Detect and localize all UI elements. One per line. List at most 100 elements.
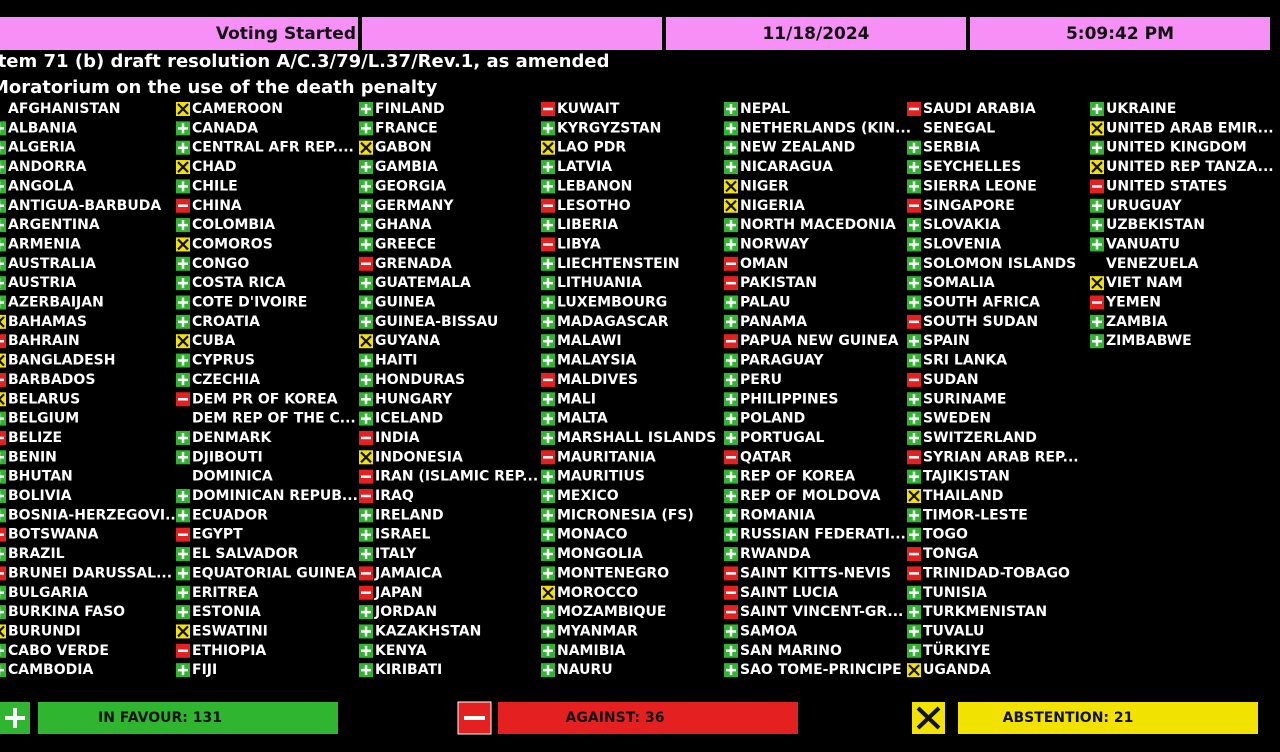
vote-yes-glyph bbox=[178, 374, 188, 385]
country-row: BRUNEI DARUSSAL... bbox=[0, 565, 172, 581]
country-row: SENEGAL bbox=[923, 120, 995, 136]
country-row: PALAU bbox=[724, 295, 791, 311]
country-row: VENEZUELA bbox=[1106, 256, 1199, 272]
country-name: AFGHANISTAN bbox=[8, 101, 120, 117]
country-row: TURKMENISTAN bbox=[907, 604, 1047, 620]
country-row: BHUTAN bbox=[0, 469, 73, 485]
country-name: BRUNEI DARUSSAL... bbox=[8, 565, 172, 581]
country-row: MALTA bbox=[541, 411, 608, 427]
vote-abstain-glyph bbox=[542, 586, 554, 599]
country-name: TÜRKIYE bbox=[923, 641, 990, 659]
country-row: SLOVENIA bbox=[907, 236, 1001, 252]
country-row: SOMALIA bbox=[907, 275, 995, 291]
country-row: SINGAPORE bbox=[907, 198, 1015, 214]
country-row: DEM REP OF THE C... bbox=[192, 411, 356, 427]
country-name: SEYCHELLES bbox=[923, 159, 1021, 175]
vote-yes-glyph bbox=[726, 142, 736, 153]
vote-yes-glyph bbox=[726, 665, 736, 676]
country-row: COLOMBIA bbox=[176, 217, 275, 233]
country-name: PALAU bbox=[740, 295, 791, 311]
vote-abstain-icon bbox=[0, 353, 6, 368]
vote-yes-glyph bbox=[543, 568, 553, 579]
vote-yes-glyph bbox=[543, 394, 553, 405]
vote-yes-glyph bbox=[726, 549, 736, 560]
country-row: CUBA bbox=[176, 333, 235, 349]
country-name: VIET NAM bbox=[1106, 275, 1183, 291]
country-name: UNITED KINGDOM bbox=[1106, 140, 1247, 156]
vote-yes-glyph bbox=[909, 258, 919, 269]
country-row: GAMBIA bbox=[359, 159, 438, 175]
vote-yes-glyph bbox=[178, 123, 188, 134]
country-row: ALGERIA bbox=[0, 140, 76, 156]
country-row: BAHAMAS bbox=[0, 314, 87, 330]
country-name: ARMENIA bbox=[8, 236, 81, 252]
vote-yes-glyph bbox=[178, 355, 188, 366]
vote-yes-glyph bbox=[0, 200, 4, 211]
vote-yes-glyph bbox=[726, 432, 736, 443]
country-name: DOMINICA bbox=[192, 469, 273, 485]
vote-yes-glyph bbox=[543, 355, 553, 366]
country-row: ZAMBIA bbox=[1090, 314, 1168, 330]
country-row: CABO VERDE bbox=[0, 643, 109, 659]
vote-yes-glyph bbox=[178, 549, 188, 560]
country-row: LUXEMBOURG bbox=[541, 295, 667, 311]
vote-yes-glyph bbox=[909, 413, 919, 424]
country-name: TONGA bbox=[923, 546, 979, 562]
country-row: BRAZIL bbox=[0, 546, 65, 562]
country-name: PAKISTAN bbox=[740, 275, 817, 291]
country-row: UGANDA bbox=[907, 662, 991, 678]
country-row: IRELAND bbox=[359, 507, 444, 523]
country-name: RUSSIAN FEDERATI... bbox=[740, 527, 906, 543]
vote-abstain-glyph bbox=[0, 316, 5, 328]
vote-yes-glyph bbox=[178, 587, 188, 598]
country-row: SAN MARINO bbox=[724, 643, 842, 659]
country-row: UNITED REP TANZA... bbox=[1090, 159, 1274, 175]
country-name: MICRONESIA (FS) bbox=[557, 507, 694, 523]
vote-yes-glyph bbox=[0, 239, 4, 250]
country-row: BELARUS bbox=[0, 391, 80, 407]
country-name: COMOROS bbox=[192, 236, 273, 252]
country-row: SWITZERLAND bbox=[907, 430, 1037, 446]
country-row: ARGENTINA bbox=[0, 217, 100, 233]
country-name: ANTIGUA-BARBUDA bbox=[8, 198, 161, 214]
country-name: UNITED STATES bbox=[1106, 178, 1227, 194]
vote-yes-glyph bbox=[543, 220, 553, 231]
country-row: PARAGUAY bbox=[724, 353, 824, 369]
country-name: KUWAIT bbox=[557, 101, 620, 117]
country-name: THAILAND bbox=[923, 488, 1003, 504]
country-name: SAMOA bbox=[740, 623, 797, 639]
country-name: VANUATU bbox=[1106, 236, 1180, 252]
country-name: KAZAKHSTAN bbox=[375, 623, 481, 639]
country-name: DEM REP OF THE C... bbox=[192, 411, 356, 427]
country-name: AZERBAIJAN bbox=[8, 295, 104, 311]
country-name: LUXEMBOURG bbox=[557, 295, 667, 311]
country-row: SRI LANKA bbox=[907, 353, 1007, 369]
country-name: SOLOMON ISLANDS bbox=[923, 256, 1076, 272]
country-row: GREECE bbox=[359, 236, 436, 252]
vote-yes-glyph bbox=[726, 355, 736, 366]
vote-yes-glyph bbox=[0, 258, 4, 269]
country-row: BOTSWANA bbox=[0, 527, 99, 543]
country-name: MEXICO bbox=[557, 488, 619, 504]
country-row: MARSHALL ISLANDS bbox=[541, 430, 716, 446]
favour-bar bbox=[38, 702, 338, 734]
country-row: MALAYSIA bbox=[541, 353, 637, 369]
country-row: EGYPT bbox=[176, 527, 243, 543]
country-name: SURINAME bbox=[923, 391, 1007, 407]
country-row: BOSNIA-HERZEGOVI... bbox=[0, 507, 181, 523]
vote-yes-glyph bbox=[543, 529, 553, 540]
country-row: JORDAN bbox=[359, 604, 437, 620]
country-row: PHILIPPINES bbox=[724, 391, 838, 407]
country-name: IRELAND bbox=[375, 507, 444, 523]
country-row: PAKISTAN bbox=[724, 275, 817, 291]
country-name: SYRIAN ARAB REP... bbox=[923, 449, 1079, 465]
vote-yes-glyph bbox=[909, 626, 919, 637]
vote-yes-glyph bbox=[0, 452, 4, 463]
country-name: GUATEMALA bbox=[375, 275, 471, 291]
country-row: COTE D'IVOIRE bbox=[176, 295, 307, 311]
country-row: BELIZE bbox=[0, 430, 62, 446]
country-row: MADAGASCAR bbox=[541, 314, 669, 330]
country-row: TIMOR-LESTE bbox=[907, 507, 1028, 523]
